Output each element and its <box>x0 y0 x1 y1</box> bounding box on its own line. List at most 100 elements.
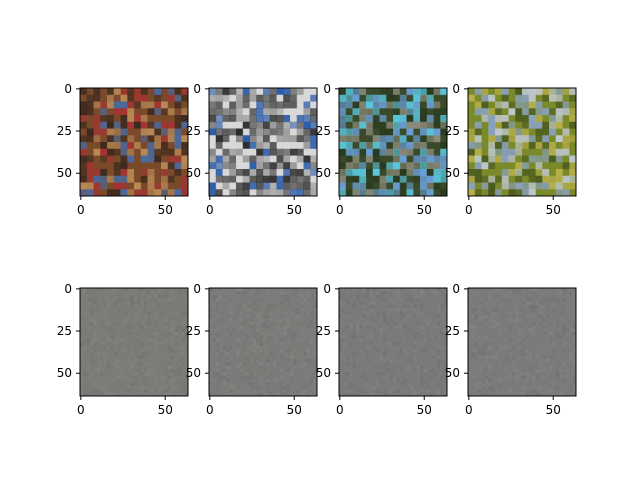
image-pixel-block <box>362 308 367 312</box>
image-pixel-block <box>134 148 142 156</box>
image-pixel-block <box>406 135 414 143</box>
image-pixel-block <box>296 148 304 156</box>
image-pixel-block <box>501 155 509 163</box>
image-pixel-block <box>399 392 404 397</box>
image-pixel-block <box>538 385 543 390</box>
image-pixel-block <box>339 348 343 353</box>
image-pixel-block <box>239 311 243 316</box>
image-pixel-block <box>495 94 503 102</box>
image-pixel-block <box>174 128 182 136</box>
image-pixel-block <box>433 121 441 129</box>
image-pixel-block <box>481 121 489 129</box>
image-pixel-block <box>549 169 557 177</box>
image-pixel-block <box>140 372 145 376</box>
image-pixel-block <box>184 375 189 380</box>
image-pixel-block <box>86 294 91 299</box>
image-pixel-block <box>413 182 421 190</box>
image-pixel-block <box>518 304 523 309</box>
image-pixel-block <box>167 392 172 397</box>
image-pixel-block <box>171 288 175 292</box>
image-pixel-block <box>522 175 530 183</box>
image-pixel-block <box>86 169 94 177</box>
image-pixel-block <box>263 148 271 156</box>
image-pixel-block <box>468 142 476 150</box>
image-pixel-block <box>352 325 356 329</box>
image-pixel-block <box>366 175 374 183</box>
image-pixel-block <box>113 342 118 346</box>
image-pixel-block <box>283 128 291 136</box>
image-pixel-block <box>505 328 509 332</box>
image-pixel-block <box>107 369 111 373</box>
image-pixel-block <box>366 358 370 363</box>
image-pixel-block <box>413 355 417 359</box>
image-pixel-block <box>246 358 250 363</box>
image-pixel-block <box>276 169 284 177</box>
image-pixel-block <box>389 352 394 356</box>
image-pixel-block <box>246 355 250 359</box>
image-pixel-block <box>167 148 175 156</box>
image-pixel-block <box>232 315 237 319</box>
image-pixel-block <box>406 379 410 383</box>
image-pixel-block <box>242 189 250 197</box>
image-pixel-block <box>508 175 516 183</box>
image-pixel-block <box>339 189 347 197</box>
image-pixel-block <box>167 162 175 170</box>
image-pixel-block <box>167 155 175 163</box>
image-pixel-block <box>345 115 353 123</box>
image-pixel-block <box>113 155 121 163</box>
image-pixel-block <box>296 315 301 319</box>
image-pixel-block <box>369 294 373 299</box>
image-pixel-block <box>532 352 536 356</box>
image-pixel-block <box>379 148 387 156</box>
image-pixel-block <box>239 318 243 322</box>
image-pixel-block <box>426 162 434 170</box>
image-pixel-block <box>522 318 526 322</box>
image-pixel-block <box>127 135 135 143</box>
image-pixel-block <box>525 301 529 305</box>
image-pixel-block <box>471 345 475 349</box>
image-pixel-block <box>436 301 441 305</box>
image-pixel-block <box>249 88 257 96</box>
image-pixel-block <box>379 135 387 143</box>
image-pixel-block <box>498 294 502 299</box>
image-pixel-block <box>300 389 304 393</box>
image-pixel-block <box>484 369 489 373</box>
image-pixel-block <box>355 328 360 332</box>
image-pixel-block <box>113 331 118 336</box>
image-pixel-block <box>569 365 573 370</box>
image-pixel-block <box>154 315 158 319</box>
image-pixel-block <box>296 88 304 96</box>
image-pixel-block <box>134 94 142 102</box>
image-pixel-block <box>83 379 87 383</box>
image-pixel-block <box>528 121 536 129</box>
image-pixel-block <box>300 338 304 343</box>
image-pixel-block <box>366 379 370 383</box>
image-pixel-block <box>498 304 502 309</box>
image-pixel-block <box>393 362 397 366</box>
image-pixel-block <box>532 342 536 346</box>
image-pixel-block <box>90 328 94 332</box>
image-pixel-block <box>167 94 175 102</box>
image-pixel-block <box>83 338 87 343</box>
image-pixel-block <box>120 358 124 363</box>
image-pixel-block <box>545 348 550 353</box>
image-pixel-block <box>528 135 536 143</box>
image-pixel-block <box>215 162 223 170</box>
image-pixel-block <box>296 389 301 393</box>
image-pixel-block <box>549 155 557 163</box>
image-pixel-block <box>352 382 356 386</box>
image-pixel-block <box>269 94 277 102</box>
image-pixel-block <box>369 392 373 397</box>
image-pixel-block <box>406 358 410 363</box>
image-pixel-block <box>349 379 353 383</box>
image-pixel-block <box>306 325 311 329</box>
image-pixel-block <box>478 318 482 322</box>
image-pixel-block <box>528 182 536 190</box>
image-pixel-block <box>532 389 536 393</box>
image-pixel-block <box>120 128 128 136</box>
image-pixel-block <box>495 369 499 373</box>
image-pixel-block <box>140 311 145 316</box>
image-pixel-block <box>154 379 158 383</box>
image-pixel-block <box>286 369 291 373</box>
image-pixel-block <box>310 94 318 102</box>
